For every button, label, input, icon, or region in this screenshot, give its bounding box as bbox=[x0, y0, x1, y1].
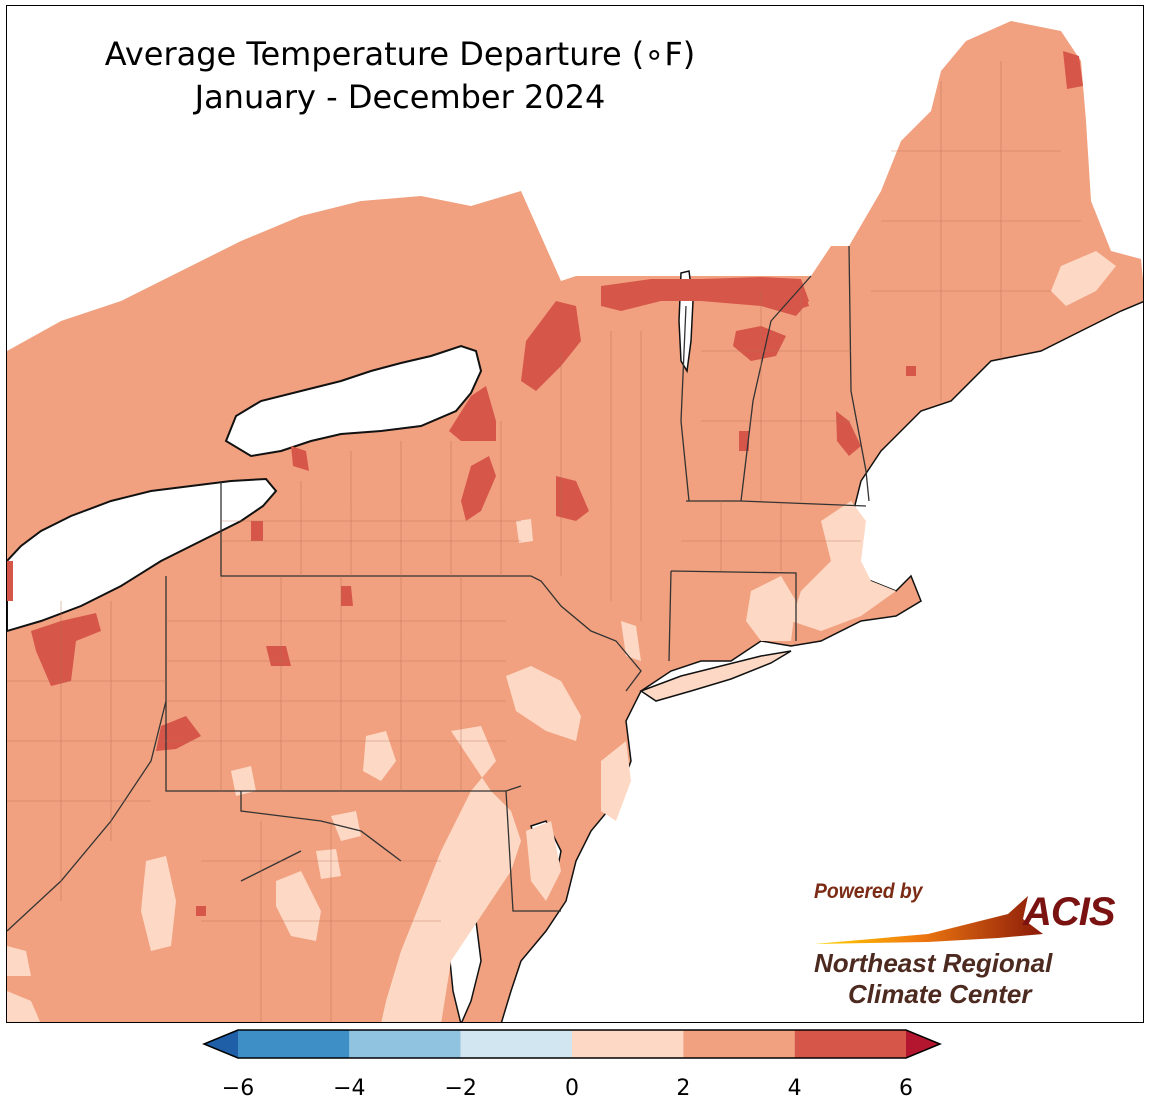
colorbar-extend-high bbox=[906, 1030, 940, 1058]
map-subtitle: January - December 2024 bbox=[194, 78, 606, 116]
powered-by-label: Powered by bbox=[814, 880, 923, 903]
temperature-map bbox=[7, 21, 1143, 1022]
org-name-line1: Northeast Regional bbox=[814, 948, 1053, 978]
acis-swoosh-icon bbox=[814, 896, 1043, 944]
colorbar bbox=[202, 1029, 942, 1059]
colorbar-tick-label: −6 bbox=[221, 1076, 255, 1101]
anomaly-4-6-patches bbox=[7, 51, 1083, 916]
atlantic-ocean bbox=[500, 301, 1143, 1022]
colorbar-bin-1 bbox=[349, 1030, 461, 1058]
colorbar-tick-label: 6 bbox=[899, 1076, 913, 1101]
colorbar-extend-low bbox=[204, 1030, 238, 1058]
colorbar-tick-label: 2 bbox=[676, 1076, 691, 1101]
colorbar-bin-0 bbox=[238, 1030, 350, 1058]
acis-logo: Powered by ACIS Northeast Regional Clima… bbox=[808, 880, 1128, 1010]
acis-wordmark: ACIS bbox=[1023, 890, 1116, 934]
lake-erie bbox=[7, 477, 278, 633]
long-island bbox=[639, 650, 792, 702]
land-region bbox=[7, 21, 1143, 1022]
lake-ontario bbox=[224, 344, 483, 458]
colorbar-tick-label: 0 bbox=[565, 1076, 579, 1101]
map-frame bbox=[6, 5, 1144, 1023]
colorbar-bin-3 bbox=[572, 1030, 684, 1058]
county-boundaries bbox=[7, 61, 1081, 1022]
colorbar-bin-2 bbox=[460, 1030, 572, 1058]
colorbar-tick-label: −2 bbox=[444, 1076, 477, 1101]
org-name-line2: Climate Center bbox=[848, 979, 1032, 1009]
colorbar-bin-4 bbox=[683, 1030, 795, 1058]
colorbar-tick-label: 4 bbox=[787, 1076, 802, 1101]
map-title: Average Temperature Departure (∘F) bbox=[104, 35, 696, 73]
anomaly-0-2-patches bbox=[7, 251, 1116, 1022]
colorbar-bin-5 bbox=[794, 1030, 906, 1058]
colorbar-tick-label: −4 bbox=[333, 1076, 366, 1101]
